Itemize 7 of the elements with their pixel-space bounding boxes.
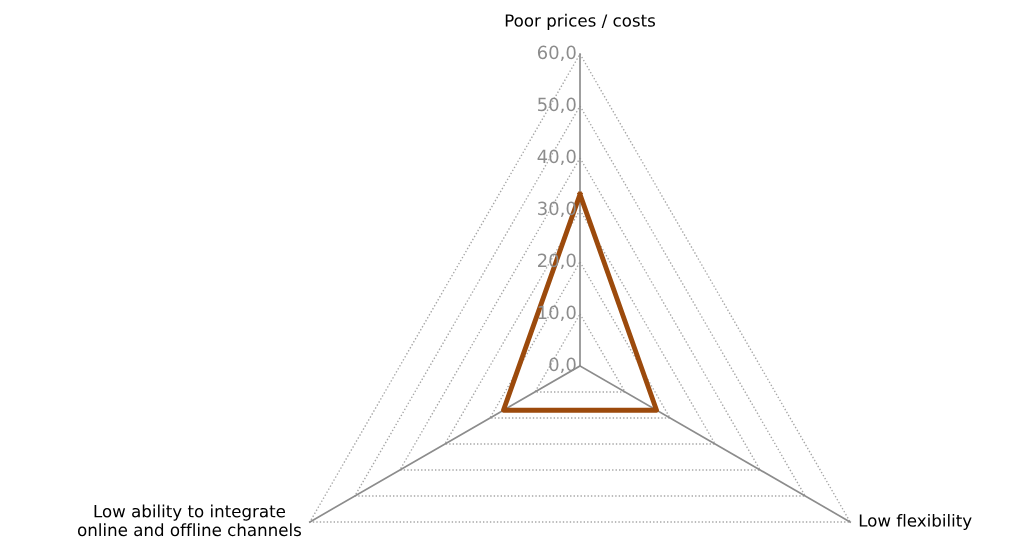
- y-tick-label: 40,0: [537, 149, 576, 166]
- y-tick-label: 0,0: [549, 357, 576, 374]
- spoke-label: Poor prices / costs: [505, 13, 655, 30]
- spoke-label: Low flexibility: [859, 513, 972, 531]
- y-tick-label: 50,0: [538, 97, 576, 114]
- spoke-label: Low ability to integrate online and offline channels: [77, 504, 301, 537]
- y-tick-label: 60,0: [537, 45, 576, 62]
